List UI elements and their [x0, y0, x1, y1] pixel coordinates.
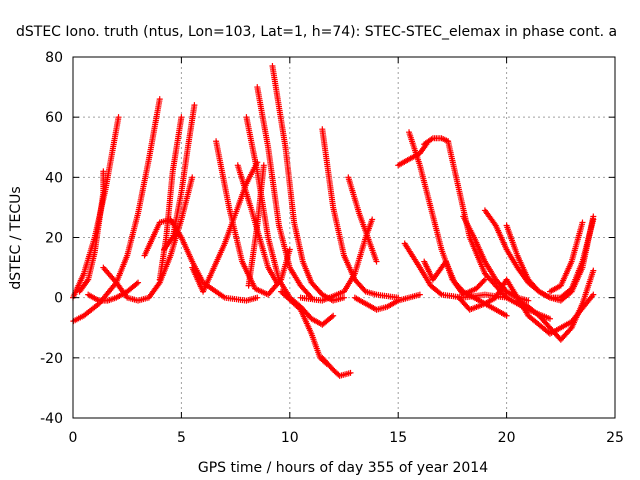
data-point [481, 276, 488, 283]
data-point [373, 258, 380, 265]
data-point [286, 246, 293, 253]
data-series [254, 84, 315, 301]
data-point [590, 267, 597, 274]
data-point [480, 277, 487, 284]
data-point [133, 280, 140, 287]
data-point [503, 312, 510, 319]
data-point [296, 305, 303, 312]
data-series [156, 114, 185, 283]
x-axis-label: GPS time / hours of day 355 of year 2014 [198, 460, 488, 476]
data-series [319, 126, 402, 301]
data-series [70, 96, 163, 325]
data-point [260, 162, 267, 169]
data-point [156, 96, 163, 103]
y-tick-label: 0 [54, 291, 63, 307]
data-point [579, 219, 586, 226]
data-series [269, 63, 347, 304]
data-series [76, 168, 107, 295]
x-tick-label: 20 [498, 430, 516, 446]
x-tick-label: 0 [69, 430, 78, 446]
data-point [590, 291, 597, 298]
data-point [191, 102, 198, 109]
data-series [245, 162, 267, 289]
chart-title: dSTEC Iono. truth (ntus, Lon=103, Lat=1,… [16, 24, 617, 40]
data-point [369, 216, 376, 223]
data-series [243, 114, 337, 328]
data-point [590, 216, 597, 223]
data-point [135, 279, 142, 286]
data-series [503, 216, 597, 301]
x-tick-label: 25 [606, 430, 624, 446]
data-point [437, 290, 444, 297]
data-series [319, 354, 354, 379]
y-tick-label: -20 [40, 351, 63, 367]
data-point [567, 326, 574, 333]
data-point [328, 313, 335, 320]
y-tick-label: 80 [45, 50, 63, 66]
data-point [361, 287, 368, 294]
data-series [141, 216, 261, 304]
y-tick-label: 60 [45, 110, 63, 126]
data-series [297, 216, 376, 304]
x-tick-label: 5 [177, 430, 186, 446]
y-axis-label: dSTEC / TECUs [8, 186, 24, 289]
data-series [351, 291, 423, 313]
data-point [341, 294, 347, 301]
y-tick-label: -40 [40, 411, 63, 427]
data-point [115, 114, 122, 121]
y-tick-label: 20 [45, 231, 63, 247]
data-point [254, 294, 261, 301]
data-point [546, 315, 553, 322]
data-series [161, 102, 198, 253]
data-layer [70, 63, 597, 379]
y-tick-label: 40 [45, 170, 63, 186]
data-series [421, 258, 488, 298]
ticks: 0 5 10 15 20 25 -40 -20 0 20 40 60 80 [40, 50, 624, 446]
data-series [85, 279, 142, 304]
data-point [416, 291, 423, 298]
data-series [460, 213, 532, 304]
data-point [189, 174, 196, 181]
x-tick-label: 15 [389, 430, 407, 446]
data-series [546, 219, 586, 295]
data-point [330, 312, 337, 319]
x-tick-label: 10 [281, 430, 299, 446]
data-point [100, 168, 107, 175]
data-point [178, 114, 185, 121]
data-point [525, 297, 532, 304]
data-series [514, 267, 597, 343]
data-series [234, 162, 280, 286]
data-point [347, 369, 354, 376]
